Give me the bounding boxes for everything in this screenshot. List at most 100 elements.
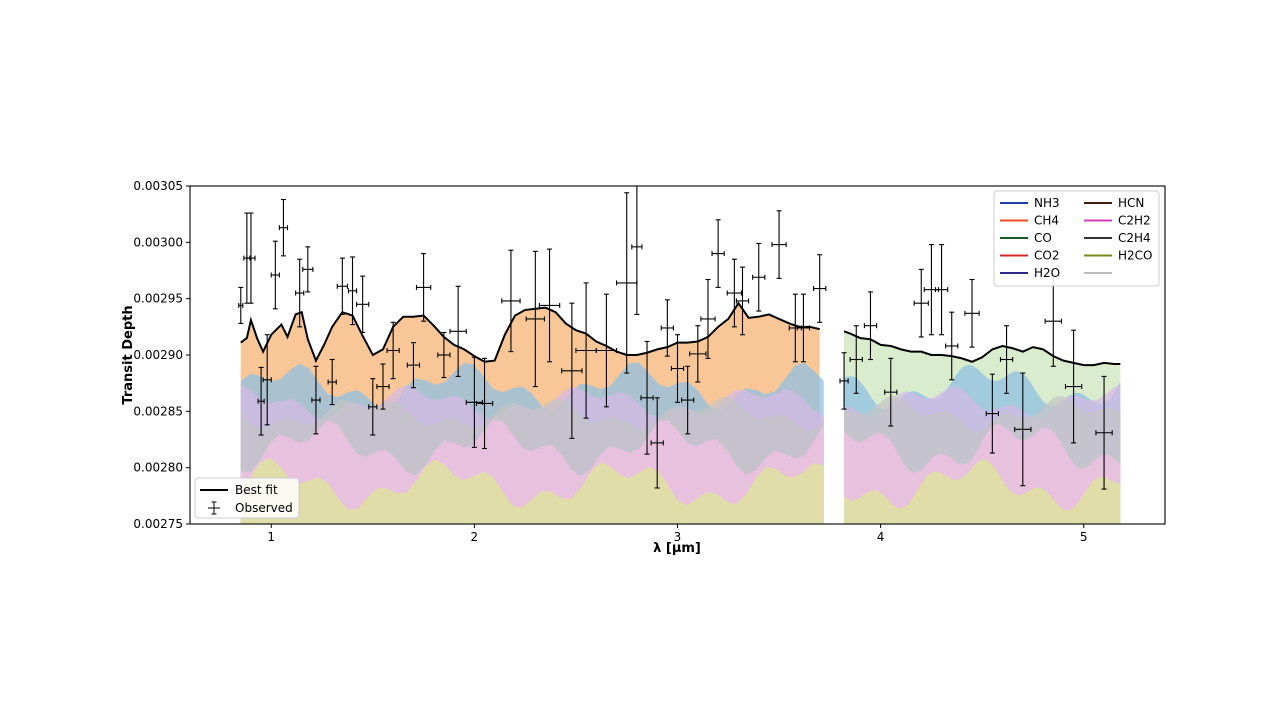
y-tick-label: 0.00300	[133, 235, 183, 249]
legend-label: H2CO	[1118, 249, 1152, 263]
observed-point	[934, 244, 949, 336]
observed-point	[475, 357, 494, 450]
y-axis-title: Transit Depth	[121, 305, 136, 404]
observed-point	[356, 275, 370, 334]
observed-point	[311, 365, 321, 435]
legend-observed: Observed	[208, 501, 293, 515]
y-tick-label: 0.00280	[133, 461, 183, 475]
legend-best-fit-observed: Best fit Observed	[194, 477, 300, 519]
legend: NH3 CH4 CO CO2 H2O HCN C2H2 C2H4 H2CO	[993, 190, 1160, 287]
legend-label: HCN	[1118, 196, 1144, 210]
legend2-box	[194, 477, 300, 519]
observed-point	[270, 240, 280, 310]
observed-point	[884, 357, 898, 427]
legend-label: Best fit	[235, 483, 278, 497]
observed-point	[561, 302, 583, 439]
observed-point	[839, 352, 849, 410]
observed-point	[923, 244, 940, 336]
y-axis: 0.00275 0.00280 0.00285 0.00290 0.00295 0.003…	[133, 179, 190, 531]
observed-point	[465, 356, 484, 448]
contribution-layers	[240, 303, 1121, 524]
best-fit-series	[240, 301, 1121, 367]
observed-point	[640, 340, 654, 455]
legend-entry: CH4	[1000, 214, 1059, 228]
y-tick-label: 0.00295	[133, 292, 183, 306]
legend-entry: HCN	[1084, 196, 1144, 210]
best-fit-line	[843, 330, 1121, 367]
observed-point	[302, 246, 314, 293]
observed-point	[735, 266, 750, 336]
observed-point	[670, 334, 685, 403]
legend-entry: CO2	[1000, 249, 1059, 263]
observed-point	[246, 212, 256, 304]
observed-point	[631, 186, 643, 315]
observed-point	[262, 334, 272, 426]
legend-label: CO	[1034, 231, 1052, 245]
y-tick-label: 0.00275	[133, 517, 183, 531]
layer-fill	[844, 459, 1121, 524]
observed-point	[1044, 275, 1062, 367]
observed-point	[752, 242, 766, 312]
legend-entry: C2H4	[1084, 231, 1151, 245]
legend-label: NH3	[1034, 196, 1060, 210]
observed-point	[538, 248, 561, 363]
legend-label: H2O	[1034, 266, 1060, 280]
legend-entry: NH3	[1000, 196, 1060, 210]
legend-label: Observed	[235, 501, 293, 515]
observed-point	[771, 210, 787, 279]
x-tick-label: 5	[1080, 530, 1088, 544]
observed-point	[525, 250, 546, 388]
observed-point	[295, 258, 305, 328]
legend-label: CH4	[1034, 214, 1059, 228]
x-tick-label: 3	[674, 530, 682, 544]
x-axis-title: λ [μm]	[653, 541, 701, 556]
observed-point	[327, 358, 337, 406]
observed-point	[238, 286, 244, 325]
legend-label: CO2	[1034, 249, 1059, 263]
x-tick-label: 4	[877, 530, 885, 544]
observed-point	[406, 342, 421, 389]
observed-point	[726, 258, 743, 328]
legend-label: C2H2	[1118, 214, 1151, 228]
y-tick-label: 0.00285	[133, 404, 183, 418]
observed-point	[913, 268, 929, 338]
observed-point	[376, 363, 390, 410]
x-tick-label: 2	[471, 530, 479, 544]
observed-point	[449, 285, 467, 377]
observed-point	[964, 278, 980, 348]
observed-point	[415, 253, 432, 322]
observed-point	[650, 397, 664, 489]
observed-series	[238, 186, 1113, 490]
observed-point	[1095, 375, 1113, 490]
layer-fill	[240, 457, 824, 524]
observed-point	[681, 365, 695, 435]
observed-point	[711, 219, 725, 288]
observed-point	[278, 198, 289, 257]
observed-point	[689, 325, 707, 383]
observed-point	[501, 249, 521, 353]
observed-point	[700, 278, 716, 359]
x-axis: 1 2 3 4 5	[267, 524, 1088, 544]
observed-point	[336, 257, 348, 315]
legend-entry: H2O	[1000, 266, 1060, 280]
legend-box	[993, 190, 1160, 287]
observed-point	[945, 311, 959, 381]
observed-point	[257, 366, 265, 436]
legend-entry: H2CO	[1084, 249, 1152, 263]
best-fit-line	[240, 301, 820, 364]
observed-point	[813, 254, 827, 323]
y-tick-label: 0.00305	[133, 179, 183, 193]
legend-entry: CO	[1000, 231, 1052, 245]
observed-point	[863, 291, 878, 361]
observed-point	[386, 321, 400, 380]
observed-point	[616, 192, 638, 374]
x-tick-label: 1	[267, 530, 275, 544]
legend-best-fit: Best fit	[200, 483, 278, 497]
y-tick-label: 0.00290	[133, 348, 183, 362]
observed-point	[1064, 329, 1083, 444]
observed-point	[368, 378, 378, 436]
observed-point	[999, 325, 1014, 394]
observed-point	[437, 331, 451, 379]
observed-point	[1014, 372, 1032, 487]
